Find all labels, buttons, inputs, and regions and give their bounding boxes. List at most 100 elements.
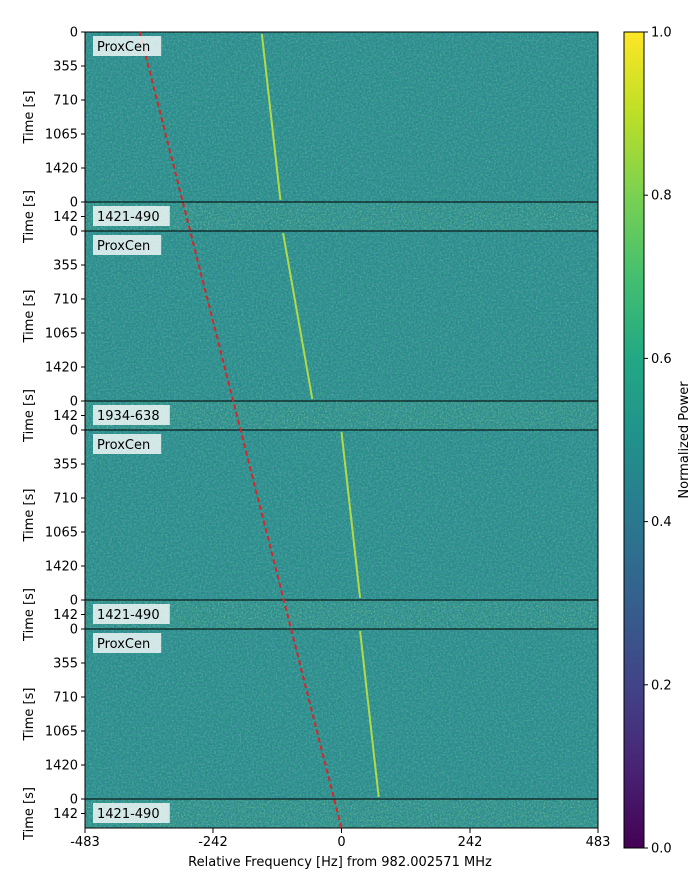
colorbar-label: Normalized Power bbox=[677, 381, 692, 499]
panel-noise bbox=[85, 32, 598, 202]
panel-label-box bbox=[93, 235, 162, 255]
panel-label-box bbox=[93, 803, 170, 823]
y-tick-label: 1420 bbox=[45, 560, 78, 575]
panel-label-box bbox=[93, 434, 162, 454]
y-tick-label: 0 bbox=[70, 793, 78, 808]
x-axis: -483 -242 0 242 483 bbox=[70, 828, 610, 850]
y-tick-label: 355 bbox=[53, 657, 78, 672]
panel-label: ProxCen bbox=[93, 235, 162, 255]
signal-segment bbox=[359, 630, 380, 798]
y-tick-label: 1065 bbox=[45, 526, 78, 541]
y-tick-label: 1420 bbox=[45, 759, 78, 774]
panel-label: 1421-490 bbox=[93, 604, 170, 624]
panel-noise-bright bbox=[85, 202, 598, 231]
panel-label-text: ProxCen bbox=[97, 239, 150, 254]
y-tick-label: 1065 bbox=[45, 327, 78, 342]
y-tick-label: 1065 bbox=[45, 725, 78, 740]
y-axis-label: Time [s] bbox=[22, 489, 37, 543]
y-axis-label: Time [s] bbox=[22, 389, 37, 443]
colorbar-ticks: 0.0 0.2 0.4 0.6 0.8 1.0 bbox=[644, 26, 672, 857]
y-axis-label: Time [s] bbox=[22, 688, 37, 742]
y-tick-label: 355 bbox=[53, 259, 78, 274]
y-tick-label: 142 bbox=[53, 807, 78, 822]
panel-label-box bbox=[93, 36, 162, 56]
colorbar-gradient bbox=[623, 31, 645, 849]
y-tick-label: 142 bbox=[53, 210, 78, 225]
colorbar-tick-label: 0.6 bbox=[651, 352, 672, 367]
panel-2: 0 355 710 1065 1420 Time [s] bbox=[22, 225, 599, 402]
panel-noise-bright bbox=[85, 600, 598, 629]
colorbar-tick-label: 0.8 bbox=[651, 189, 672, 204]
signal-segment bbox=[282, 232, 314, 400]
panel-label: 1421-490 bbox=[93, 803, 170, 823]
panel-label-box bbox=[93, 405, 170, 425]
y-tick-label: 142 bbox=[53, 409, 78, 424]
panel-label-text: 1421-490 bbox=[97, 807, 160, 822]
y-tick-label: 0 bbox=[70, 623, 78, 638]
panel-noise bbox=[85, 629, 598, 799]
y-axis-label: Time [s] bbox=[22, 91, 37, 145]
y-tick-label: 0 bbox=[70, 395, 78, 410]
x-tick-label: 242 bbox=[458, 835, 483, 850]
panel-label: 1421-490 bbox=[93, 206, 170, 226]
signal-segment bbox=[260, 33, 282, 201]
panel-0: 0 355 710 1065 1420 Time [s] bbox=[22, 26, 599, 203]
y-tick-label: 1420 bbox=[45, 162, 78, 177]
panel-label: 1934-638 bbox=[93, 405, 170, 425]
panel-label-box bbox=[93, 633, 162, 653]
y-tick-label: 0 bbox=[70, 594, 78, 609]
panel-label-text: ProxCen bbox=[97, 40, 150, 55]
y-tick-label: 710 bbox=[53, 691, 78, 706]
colorbar-tick-label: 0.4 bbox=[651, 515, 672, 530]
panel-label: ProxCen bbox=[93, 633, 162, 653]
y-tick-label: 355 bbox=[53, 60, 78, 75]
panel-label: ProxCen bbox=[93, 36, 162, 56]
signal-segment bbox=[340, 431, 362, 599]
colorbar-tick-label: 0.0 bbox=[651, 842, 672, 857]
y-axis-label: Time [s] bbox=[22, 190, 37, 244]
x-tick-label: 0 bbox=[337, 835, 345, 850]
panel-labels-layer: ProxCen 1421-490 ProxCen 1934-638 ProxCen 142… bbox=[93, 36, 170, 823]
panel-4: 0 355 710 1065 1420 Time [s] bbox=[22, 424, 599, 601]
panel-6: 0 355 710 1065 1420 Time [s] bbox=[22, 623, 599, 800]
panel-noise-bright bbox=[85, 799, 598, 828]
panel-label-text: 1421-490 bbox=[97, 608, 160, 623]
signal-lines-layer bbox=[138, 31, 380, 829]
colorbar: 0.0 0.2 0.4 0.6 0.8 1.0 Normalized Power bbox=[623, 26, 692, 857]
x-axis-label: Relative Frequency [Hz] from 982.002571 … bbox=[188, 855, 492, 870]
panel-label: ProxCen bbox=[93, 434, 162, 454]
y-axis-label: Time [s] bbox=[22, 588, 37, 642]
drift-line bbox=[138, 31, 343, 829]
colorbar-tick-label: 0.2 bbox=[651, 678, 672, 693]
y-axis-label: Time [s] bbox=[22, 290, 37, 344]
panel-label-text: 1421-490 bbox=[97, 210, 160, 225]
y-tick-label: 0 bbox=[70, 225, 78, 240]
panel-noise bbox=[85, 231, 598, 401]
panel-label-text: ProxCen bbox=[97, 438, 150, 453]
y-tick-label: 1420 bbox=[45, 361, 78, 376]
panel-label-box bbox=[93, 206, 170, 226]
y-tick-label: 710 bbox=[53, 293, 78, 308]
x-tick-label: 483 bbox=[586, 835, 611, 850]
colorbar-tick-label: 1.0 bbox=[651, 26, 672, 41]
y-tick-label: 710 bbox=[53, 94, 78, 109]
panel-label-text: ProxCen bbox=[97, 637, 150, 652]
y-tick-label: 0 bbox=[70, 26, 78, 41]
panel-label-box bbox=[93, 604, 170, 624]
panel-label-text: 1934-638 bbox=[97, 409, 160, 424]
y-tick-label: 0 bbox=[70, 424, 78, 439]
y-tick-label: 710 bbox=[53, 492, 78, 507]
y-axis-label: Time [s] bbox=[22, 787, 37, 841]
y-tick-label: 142 bbox=[53, 608, 78, 623]
y-tick-label: 355 bbox=[53, 458, 78, 473]
panel-noise-bright bbox=[85, 401, 598, 430]
y-tick-label: 1065 bbox=[45, 128, 78, 143]
x-tick-label: -242 bbox=[198, 835, 228, 850]
panel-noise bbox=[85, 430, 598, 600]
y-tick-label: 0 bbox=[70, 196, 78, 211]
